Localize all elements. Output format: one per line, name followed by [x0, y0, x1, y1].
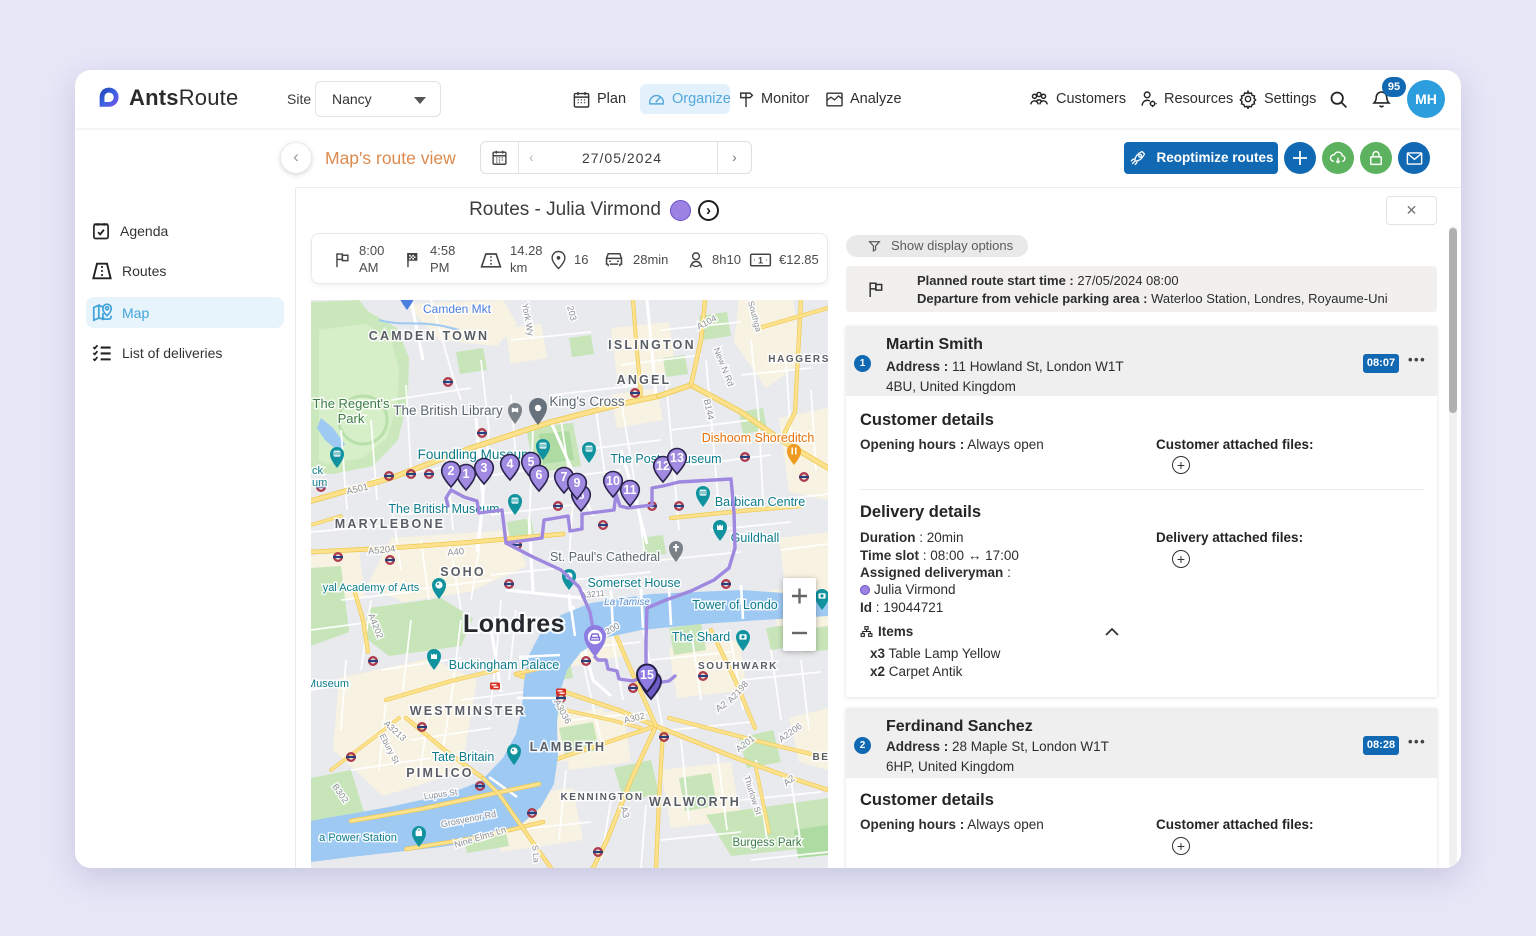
svg-text:A3: A3: [618, 805, 632, 819]
svg-text:Londres: Londres: [463, 610, 565, 638]
svg-text:a Power Station: a Power Station: [319, 832, 397, 844]
svg-text:A5204: A5204: [367, 544, 395, 558]
svg-text:LAMBETH: LAMBETH: [530, 740, 607, 754]
svg-text:Guildhall: Guildhall: [731, 531, 780, 545]
svg-text:A501: A501: [345, 482, 369, 498]
svg-text:Tate Britain: Tate Britain: [432, 750, 495, 764]
svg-text:6: 6: [536, 468, 543, 482]
svg-text:10: 10: [606, 474, 620, 488]
svg-text:St. Paul's Cathedral: St. Paul's Cathedral: [550, 550, 660, 564]
svg-text:ANGEL: ANGEL: [617, 373, 672, 387]
svg-text:4: 4: [507, 457, 514, 471]
svg-text:Barbican Centre: Barbican Centre: [715, 495, 805, 509]
svg-text:Camden Mkt: Camden Mkt: [423, 302, 492, 316]
svg-text:King's Cross: King's Cross: [549, 394, 625, 409]
svg-text:The British Library: The British Library: [393, 403, 503, 418]
svg-text:9: 9: [574, 476, 581, 490]
svg-text:S La: S La: [530, 845, 542, 864]
svg-text:PIMLICO: PIMLICO: [406, 766, 473, 780]
svg-text:Park: Park: [338, 411, 365, 426]
svg-text:yal Academy of Arts: yal Academy of Arts: [323, 582, 420, 594]
svg-text:A40: A40: [447, 546, 465, 559]
svg-text:um: um: [312, 477, 327, 489]
svg-text:5: 5: [528, 455, 535, 469]
svg-text:ck: ck: [312, 465, 324, 477]
svg-text:3: 3: [481, 461, 488, 475]
svg-text:Museum: Museum: [311, 678, 349, 690]
svg-text:The Shard: The Shard: [672, 630, 730, 644]
svg-text:Dishoom Shoreditch: Dishoom Shoreditch: [702, 431, 815, 445]
svg-text:Lupus St: Lupus St: [423, 787, 458, 802]
svg-text:Buckingham Palace: Buckingham Palace: [449, 658, 560, 672]
svg-text:SOUTHWARK: SOUTHWARK: [698, 661, 778, 672]
svg-text:2: 2: [448, 464, 455, 478]
svg-text:1: 1: [463, 467, 470, 481]
svg-text:BE: BE: [812, 752, 828, 763]
svg-text:15: 15: [640, 668, 654, 682]
svg-text:ISLINGTON: ISLINGTON: [608, 338, 696, 352]
svg-text:CAMDEN TOWN: CAMDEN TOWN: [369, 329, 490, 343]
svg-text:The Regent's: The Regent's: [313, 396, 390, 411]
svg-text:Tower of Londo: Tower of Londo: [692, 598, 778, 612]
svg-text:13: 13: [670, 451, 684, 465]
svg-text:WESTMINSTER: WESTMINSTER: [410, 704, 527, 718]
svg-text:Burgess Park: Burgess Park: [732, 837, 801, 849]
svg-text:7: 7: [561, 470, 568, 484]
svg-text:WALWORTH: WALWORTH: [649, 795, 741, 809]
svg-text:HAGGERST: HAGGERST: [768, 354, 828, 365]
svg-text:The British Museum: The British Museum: [388, 502, 499, 516]
svg-text:SOHO: SOHO: [440, 565, 486, 579]
svg-text:11: 11: [623, 483, 636, 497]
svg-text:Somerset House: Somerset House: [587, 576, 680, 590]
svg-text:La Tamise: La Tamise: [604, 597, 650, 608]
svg-text:1: 1: [758, 255, 763, 265]
svg-text:B144: B144: [702, 398, 716, 421]
svg-text:MARYLEBONE: MARYLEBONE: [335, 517, 445, 531]
svg-text:KENNINGTON: KENNINGTON: [560, 792, 643, 803]
svg-text:12: 12: [656, 459, 670, 473]
svg-text:A3211: A3211: [580, 588, 605, 600]
